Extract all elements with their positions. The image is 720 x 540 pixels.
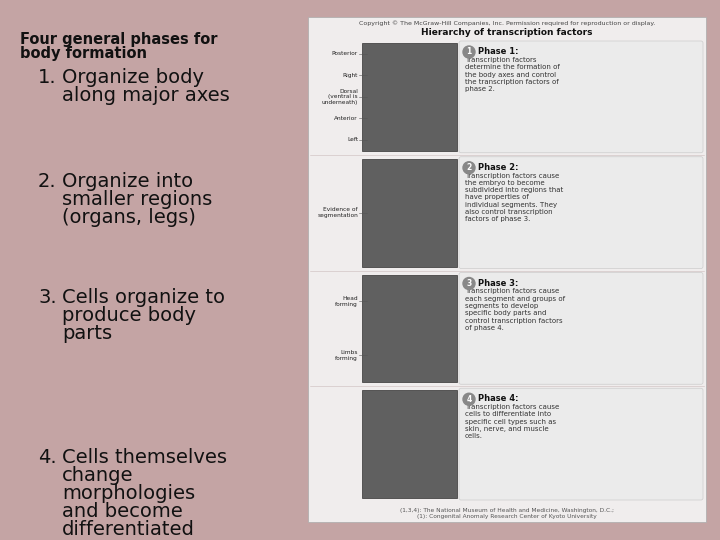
Text: and become: and become [62,502,183,521]
Text: Posterior: Posterior [332,51,358,56]
Text: Head
forming: Head forming [336,296,358,307]
Text: body formation: body formation [20,46,147,61]
Text: 4: 4 [467,395,472,404]
Text: 3.: 3. [38,288,57,307]
FancyBboxPatch shape [308,17,706,522]
Text: Organize body: Organize body [62,68,204,87]
Text: 2.: 2. [38,172,57,191]
Text: parts: parts [62,324,112,343]
Text: 1: 1 [467,48,472,57]
Text: Copyright © The McGraw-Hill Companies, Inc. Permission required for reproduction: Copyright © The McGraw-Hill Companies, I… [359,20,655,25]
Text: Cells themselves: Cells themselves [62,448,227,467]
Text: Anterior: Anterior [334,116,358,121]
Text: smaller regions: smaller regions [62,190,212,209]
Text: produce body: produce body [62,306,196,325]
Circle shape [463,393,475,405]
Text: 3: 3 [467,279,472,288]
Circle shape [463,278,475,289]
Text: Hierarchy of transcription factors: Hierarchy of transcription factors [421,28,593,37]
Text: differentiated: differentiated [62,520,195,539]
Text: Phase 4:: Phase 4: [478,394,518,403]
Text: Limbs
forming: Limbs forming [336,350,358,361]
Text: Four general phases for: Four general phases for [20,32,217,47]
Text: Transcription factors cause
each segment and groups of
segments to develop
speci: Transcription factors cause each segment… [465,288,565,330]
Text: 2: 2 [467,163,472,172]
Circle shape [463,46,475,58]
Text: change: change [62,466,133,485]
Text: along major axes: along major axes [62,86,230,105]
Text: Organize into: Organize into [62,172,193,191]
Text: 1.: 1. [38,68,57,87]
Text: Transcription factors
determine the formation of
the body axes and control
the t: Transcription factors determine the form… [465,57,560,92]
Text: Phase 3:: Phase 3: [478,279,518,287]
Text: Transcription factors cause
cells to differentiate into
specific cell types such: Transcription factors cause cells to dif… [465,404,559,439]
Text: Evidence of
segmentation: Evidence of segmentation [318,207,358,218]
Text: Phase 2:: Phase 2: [478,163,518,172]
Text: morphologies: morphologies [62,484,195,503]
Text: Transcription factors cause
the embryo to become
subdivided into regions that
ha: Transcription factors cause the embryo t… [465,173,563,222]
Text: Phase 1:: Phase 1: [478,47,518,56]
Text: Left: Left [347,138,358,143]
FancyBboxPatch shape [362,274,457,382]
Text: 4.: 4. [38,448,57,467]
FancyBboxPatch shape [362,43,457,151]
FancyBboxPatch shape [362,390,457,498]
Text: Right: Right [343,73,358,78]
Text: (organs, legs): (organs, legs) [62,208,196,227]
Text: (1,3,4): The National Museum of Health and Medicine, Washington, D.C.;
(1): Cong: (1,3,4): The National Museum of Health a… [400,508,614,519]
FancyBboxPatch shape [362,159,457,267]
Text: Cells organize to: Cells organize to [62,288,225,307]
FancyBboxPatch shape [459,388,703,500]
Text: Dorsal
(ventral is
underneath): Dorsal (ventral is underneath) [322,89,358,105]
Circle shape [463,162,475,174]
FancyBboxPatch shape [459,41,703,153]
FancyBboxPatch shape [459,273,703,384]
FancyBboxPatch shape [459,157,703,268]
